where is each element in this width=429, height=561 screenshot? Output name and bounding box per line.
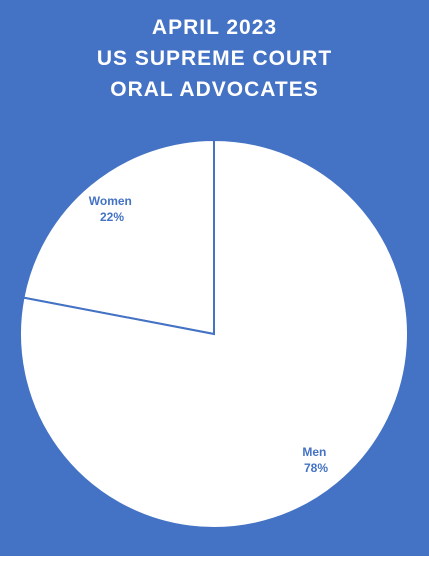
slice-label-women: Women 22% — [89, 194, 135, 224]
slice-label-women-name: Women — [89, 194, 132, 208]
slice-label-men: Men 78% — [302, 445, 329, 475]
bottom-strip — [0, 556, 429, 561]
pie-slices — [19, 138, 409, 529]
title-line-1: APRIL 2023 — [151, 16, 278, 39]
title-line-2: US SUPREME COURT — [96, 47, 333, 70]
slice-label-men-name: Men — [302, 445, 326, 459]
pie-slice-men — [19, 138, 409, 529]
pie-slice-women — [22, 138, 215, 336]
pie-labels: Women 22% Men 78% — [89, 194, 329, 475]
slice-label-men-value: 78% — [304, 461, 328, 475]
title-line-3: ORAL ADVOCATES — [110, 78, 319, 101]
slice-label-women-value: 22% — [100, 210, 124, 224]
chart-title: APRIL 2023 US SUPREME COURT ORAL ADVOCAT… — [0, 12, 429, 105]
